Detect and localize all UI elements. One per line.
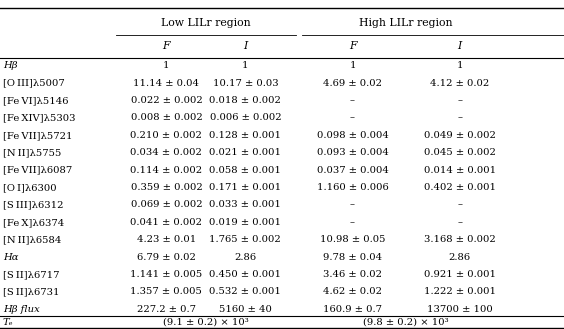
Text: [S II]λ6717: [S II]λ6717 <box>3 270 59 279</box>
Text: 4.69 ± 0.02: 4.69 ± 0.02 <box>323 79 382 88</box>
Text: 0.037 ± 0.004: 0.037 ± 0.004 <box>316 165 389 175</box>
Text: Low LILr region: Low LILr region <box>161 18 250 28</box>
Text: [S II]λ6731: [S II]λ6731 <box>3 287 59 296</box>
Text: [Fe XIV]λ5303: [Fe XIV]λ5303 <box>3 114 76 122</box>
Text: Tₑ: Tₑ <box>3 318 14 327</box>
Text: Hβ: Hβ <box>3 61 17 70</box>
Text: 0.006 ± 0.002: 0.006 ± 0.002 <box>210 114 281 122</box>
Text: 227.2 ± 0.7: 227.2 ± 0.7 <box>137 305 196 314</box>
Text: F: F <box>349 41 356 51</box>
Text: [Fe VII]λ6087: [Fe VII]λ6087 <box>3 165 72 175</box>
Text: 4.12 ± 0.02: 4.12 ± 0.02 <box>430 79 490 88</box>
Text: 5160 ± 40: 5160 ± 40 <box>219 305 272 314</box>
Text: 0.022 ± 0.002: 0.022 ± 0.002 <box>130 96 202 105</box>
Text: Hα: Hα <box>3 253 18 262</box>
Text: 10.98 ± 0.05: 10.98 ± 0.05 <box>320 235 385 244</box>
Text: 0.049 ± 0.002: 0.049 ± 0.002 <box>424 131 496 140</box>
Text: 0.014 ± 0.001: 0.014 ± 0.001 <box>424 165 496 175</box>
Text: 0.034 ± 0.002: 0.034 ± 0.002 <box>130 148 202 157</box>
Text: –: – <box>457 218 462 227</box>
Text: 0.402 ± 0.001: 0.402 ± 0.001 <box>424 183 496 192</box>
Text: 0.058 ± 0.001: 0.058 ± 0.001 <box>209 165 281 175</box>
Text: 0.093 ± 0.004: 0.093 ± 0.004 <box>316 148 389 157</box>
Text: 0.921 ± 0.001: 0.921 ± 0.001 <box>424 270 496 279</box>
Text: 1.357 ± 0.005: 1.357 ± 0.005 <box>130 287 202 296</box>
Text: 160.9 ± 0.7: 160.9 ± 0.7 <box>323 305 382 314</box>
Text: 4.62 ± 0.02: 4.62 ± 0.02 <box>323 287 382 296</box>
Text: –: – <box>350 200 355 210</box>
Text: 0.210 ± 0.002: 0.210 ± 0.002 <box>130 131 202 140</box>
Text: 13700 ± 100: 13700 ± 100 <box>427 305 492 314</box>
Text: 2.86: 2.86 <box>448 253 471 262</box>
Text: 1: 1 <box>456 61 463 70</box>
Text: –: – <box>350 114 355 122</box>
Text: 6.79 ± 0.02: 6.79 ± 0.02 <box>137 253 196 262</box>
Text: [O III]λ5007: [O III]λ5007 <box>3 79 64 88</box>
Text: [Fe VII]λ5721: [Fe VII]λ5721 <box>3 131 72 140</box>
Text: –: – <box>457 114 462 122</box>
Text: [N II]λ6584: [N II]λ6584 <box>3 235 61 244</box>
Text: –: – <box>457 200 462 210</box>
Text: [S III]λ6312: [S III]λ6312 <box>3 200 63 210</box>
Text: Hβ flux: Hβ flux <box>3 305 39 314</box>
Text: 0.450 ± 0.001: 0.450 ± 0.001 <box>209 270 281 279</box>
Text: [Fe X]λ6374: [Fe X]λ6374 <box>3 218 64 227</box>
Text: 10.17 ± 0.03: 10.17 ± 0.03 <box>213 79 278 88</box>
Text: 1.141 ± 0.005: 1.141 ± 0.005 <box>130 270 202 279</box>
Text: I: I <box>457 41 462 51</box>
Text: 9.78 ± 0.04: 9.78 ± 0.04 <box>323 253 382 262</box>
Text: High LILr region: High LILr region <box>359 18 453 28</box>
Text: 1.765 ± 0.002: 1.765 ± 0.002 <box>209 235 281 244</box>
Text: 1: 1 <box>349 61 356 70</box>
Text: 0.045 ± 0.002: 0.045 ± 0.002 <box>424 148 496 157</box>
Text: 0.021 ± 0.001: 0.021 ± 0.001 <box>209 148 281 157</box>
Text: 3.168 ± 0.002: 3.168 ± 0.002 <box>424 235 496 244</box>
Text: 3.46 ± 0.02: 3.46 ± 0.02 <box>323 270 382 279</box>
Text: –: – <box>350 96 355 105</box>
Text: 0.098 ± 0.004: 0.098 ± 0.004 <box>316 131 389 140</box>
Text: I: I <box>243 41 248 51</box>
Text: 0.359 ± 0.002: 0.359 ± 0.002 <box>130 183 202 192</box>
Text: 0.532 ± 0.001: 0.532 ± 0.001 <box>209 287 281 296</box>
Text: (9.1 ± 0.2) × 10³: (9.1 ± 0.2) × 10³ <box>163 318 249 327</box>
Text: 4.23 ± 0.01: 4.23 ± 0.01 <box>136 235 196 244</box>
Text: 1: 1 <box>163 61 170 70</box>
Text: 0.019 ± 0.001: 0.019 ± 0.001 <box>209 218 281 227</box>
Text: –: – <box>350 218 355 227</box>
Text: 1.222 ± 0.001: 1.222 ± 0.001 <box>424 287 496 296</box>
Text: 0.171 ± 0.001: 0.171 ± 0.001 <box>209 183 281 192</box>
Text: (9.8 ± 0.2) × 10³: (9.8 ± 0.2) × 10³ <box>363 318 449 327</box>
Text: 0.018 ± 0.002: 0.018 ± 0.002 <box>209 96 281 105</box>
Text: 0.008 ± 0.002: 0.008 ± 0.002 <box>130 114 202 122</box>
Text: 0.114 ± 0.002: 0.114 ± 0.002 <box>130 165 202 175</box>
Text: 1: 1 <box>242 61 249 70</box>
Text: [Fe VI]λ5146: [Fe VI]λ5146 <box>3 96 68 105</box>
Text: [N II]λ5755: [N II]λ5755 <box>3 148 61 157</box>
Text: –: – <box>457 96 462 105</box>
Text: F: F <box>162 41 170 51</box>
Text: [O I]λ6300: [O I]λ6300 <box>3 183 56 192</box>
Text: 0.128 ± 0.001: 0.128 ± 0.001 <box>209 131 281 140</box>
Text: 2.86: 2.86 <box>234 253 257 262</box>
Text: 1.160 ± 0.006: 1.160 ± 0.006 <box>316 183 389 192</box>
Text: 0.033 ± 0.001: 0.033 ± 0.001 <box>209 200 281 210</box>
Text: 0.069 ± 0.002: 0.069 ± 0.002 <box>131 200 202 210</box>
Text: 11.14 ± 0.04: 11.14 ± 0.04 <box>133 79 200 88</box>
Text: 0.041 ± 0.002: 0.041 ± 0.002 <box>130 218 202 227</box>
